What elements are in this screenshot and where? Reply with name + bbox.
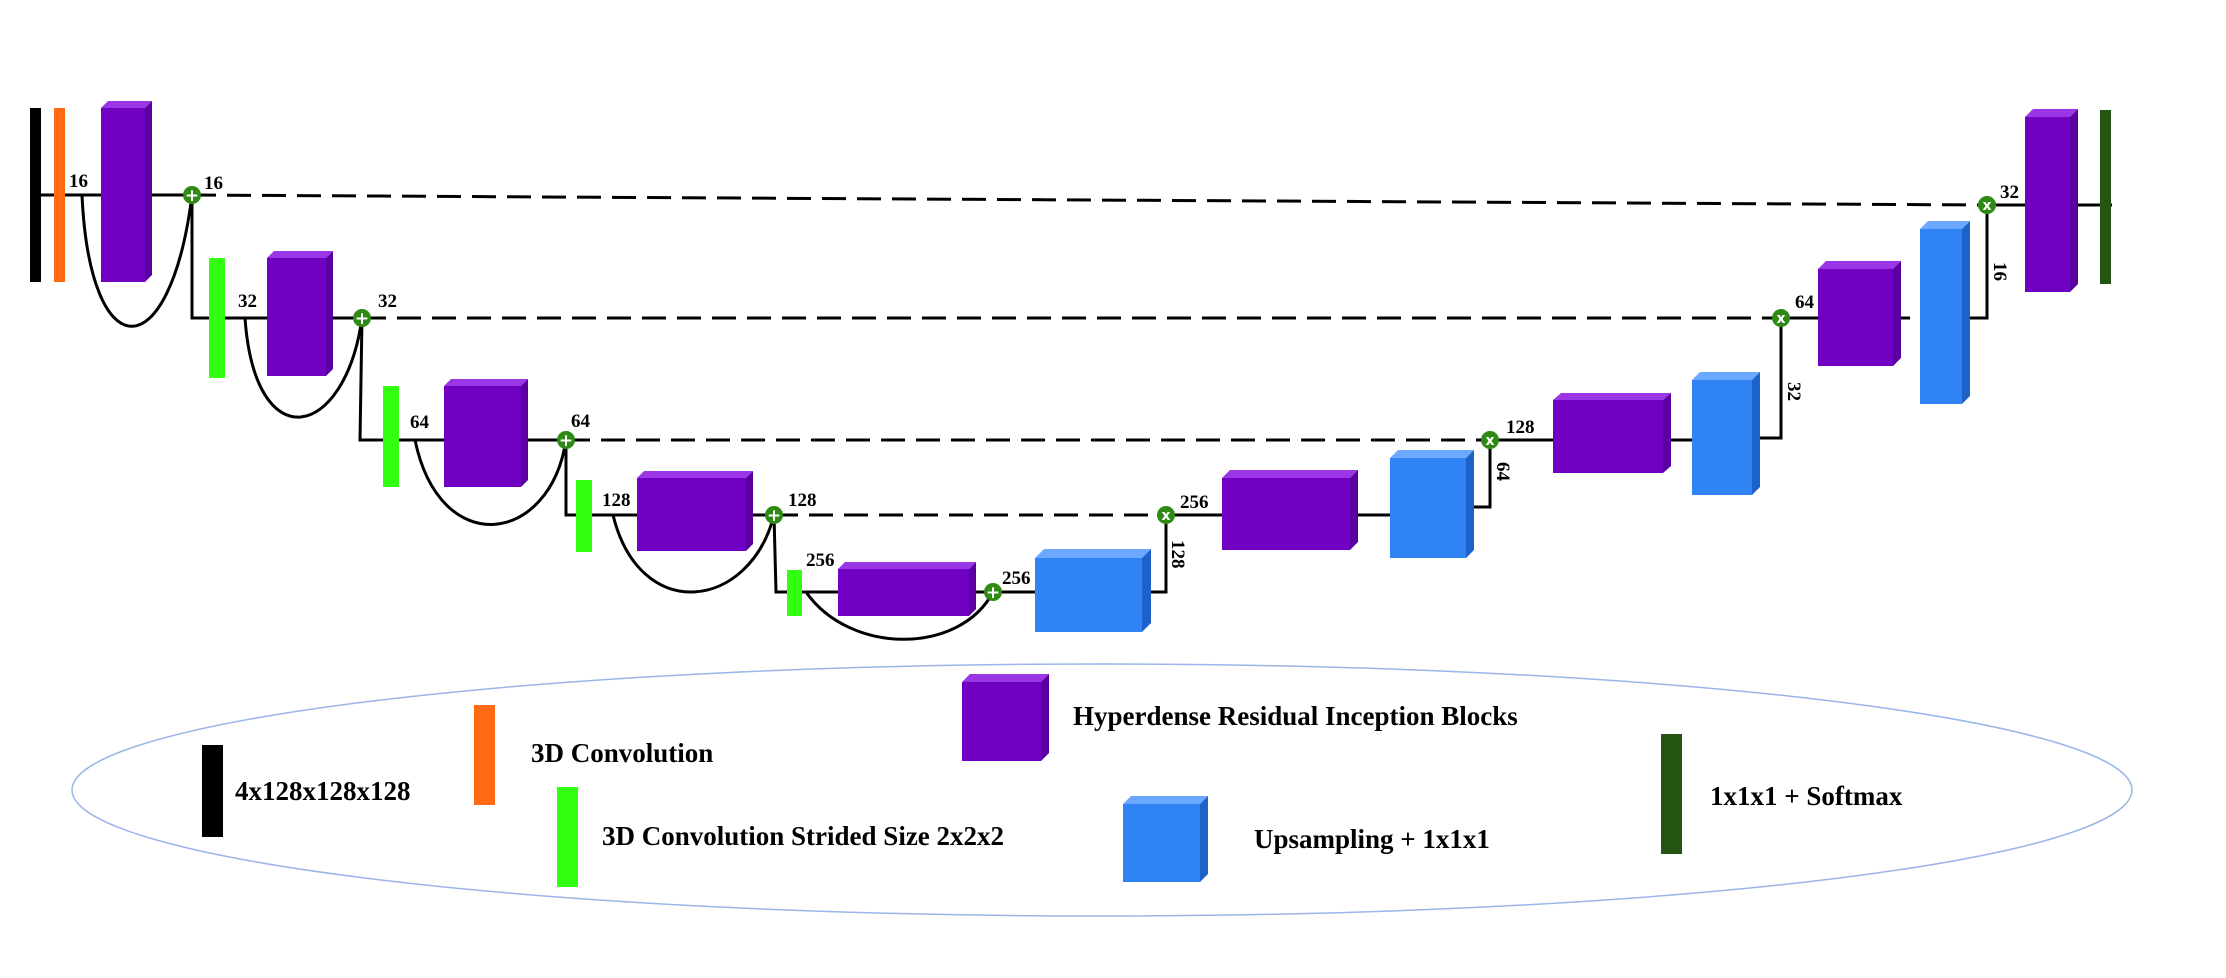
channel-label-dec4-mul: 256 (1180, 492, 1209, 513)
channel-label-dec2-mul: 64 (1795, 292, 1815, 313)
operation-nodes: + + + + + x x x (183, 186, 1996, 603)
hyperdense-block-encoder-1 (101, 101, 152, 282)
softmax-output-bar (2100, 110, 2111, 284)
hyperdense-block-decoder-1 (2025, 109, 2078, 292)
channel-label-dec1-mul: 32 (2000, 182, 2019, 203)
hyperdense-block-decoder-3 (1553, 393, 1671, 473)
legend-outline (71, 663, 2133, 917)
hyperdense-block-encoder-2 (267, 251, 333, 376)
svg-text:+: + (767, 506, 781, 526)
channel-label-enc1-conv: 16 (69, 171, 88, 192)
channel-label-dec3-up: 64 (1492, 462, 1513, 482)
channel-label-dec2-up: 32 (1783, 382, 1804, 401)
legend-label-input: 4x128x128x128 (235, 776, 411, 806)
add-node-level1: + (183, 186, 201, 206)
hyperdense-block-bottleneck (838, 562, 976, 616)
legend-swatch-upsampling (1123, 796, 1208, 882)
multiply-node-level2: x (1772, 309, 1790, 327)
channel-labels: 16 16 32 32 64 64 128 128 256 256 256 12… (69, 171, 2019, 589)
channel-label-enc2-strided: 32 (238, 291, 257, 312)
legend-swatch-softmax (1661, 734, 1682, 854)
legend-label-conv3d: 3D Convolution (531, 738, 713, 768)
strided-conv-bar-level2 (209, 258, 225, 378)
strided-conv-bar-level4 (576, 480, 592, 552)
svg-text:x: x (1982, 198, 1991, 214)
svg-text:+: + (355, 309, 369, 329)
strided-conv-bar-bottleneck (787, 570, 802, 616)
skip-connection-level1 (191, 193, 1988, 207)
channel-label-enc4-strided: 128 (602, 490, 631, 511)
multiply-node-level1: x (1978, 196, 1996, 214)
hyperdense-block-encoder-3 (444, 379, 528, 487)
add-node-level2: + (353, 309, 371, 329)
svg-text:x: x (1161, 508, 1170, 524)
hyperdense-block-decoder-4 (1222, 470, 1358, 550)
svg-text:+: + (185, 186, 199, 206)
add-node-level3: + (557, 431, 575, 451)
upsampling-block-decoder-1 (1920, 221, 1970, 404)
channel-label-enc2-add: 32 (378, 291, 397, 312)
channel-label-bottleneck-strided: 256 (806, 550, 835, 571)
channel-label-enc3-add: 64 (571, 411, 591, 432)
svg-text:x: x (1485, 433, 1494, 449)
legend-label-softmax: 1x1x1 + Softmax (1710, 781, 1903, 811)
channel-label-dec4-up: 128 (1167, 540, 1188, 569)
upsampling-block-decoder-2 (1692, 372, 1760, 495)
legend-swatch-strided (557, 787, 578, 887)
legend: 4x128x128x128 3D Convolution 3D Convolut… (71, 663, 2133, 917)
channel-label-dec3-mul: 128 (1506, 417, 1535, 438)
add-node-bottleneck: + (984, 583, 1002, 603)
legend-swatch-conv3d (474, 705, 495, 805)
skip-connections (191, 193, 1988, 517)
channel-label-enc4-add: 128 (788, 490, 817, 511)
channel-label-bottleneck-add: 256 (1002, 568, 1031, 589)
hyperdense-block-encoder-4 (637, 471, 753, 551)
upsampling-block-decoder-4 (1035, 549, 1151, 632)
multiply-node-level3: x (1481, 431, 1499, 449)
upsampling-block-decoder-3 (1390, 450, 1474, 558)
legend-label-hyperdense: Hyperdense Residual Inception Blocks (1073, 701, 1518, 731)
svg-text:x: x (1776, 311, 1785, 327)
legend-label-strided: 3D Convolution Strided Size 2x2x2 (602, 821, 1004, 851)
strided-conv-bar-level3 (383, 386, 399, 487)
input-volume-bar (30, 108, 41, 282)
svg-text:+: + (986, 583, 1000, 603)
channel-label-enc1-add: 16 (204, 173, 223, 194)
multiply-node-level4: x (1157, 506, 1175, 524)
legend-swatch-hyperdense (962, 674, 1049, 761)
svg-text:+: + (559, 431, 573, 451)
channel-label-enc3-strided: 64 (410, 412, 430, 433)
legend-swatch-input (202, 745, 223, 837)
hyperdense-block-decoder-2 (1818, 261, 1901, 366)
add-node-level4: + (765, 506, 783, 526)
channel-label-dec1-up: 16 (1989, 262, 2010, 281)
conv3d-bar (54, 108, 65, 282)
legend-label-upsampling: Upsampling + 1x1x1 (1254, 824, 1490, 854)
